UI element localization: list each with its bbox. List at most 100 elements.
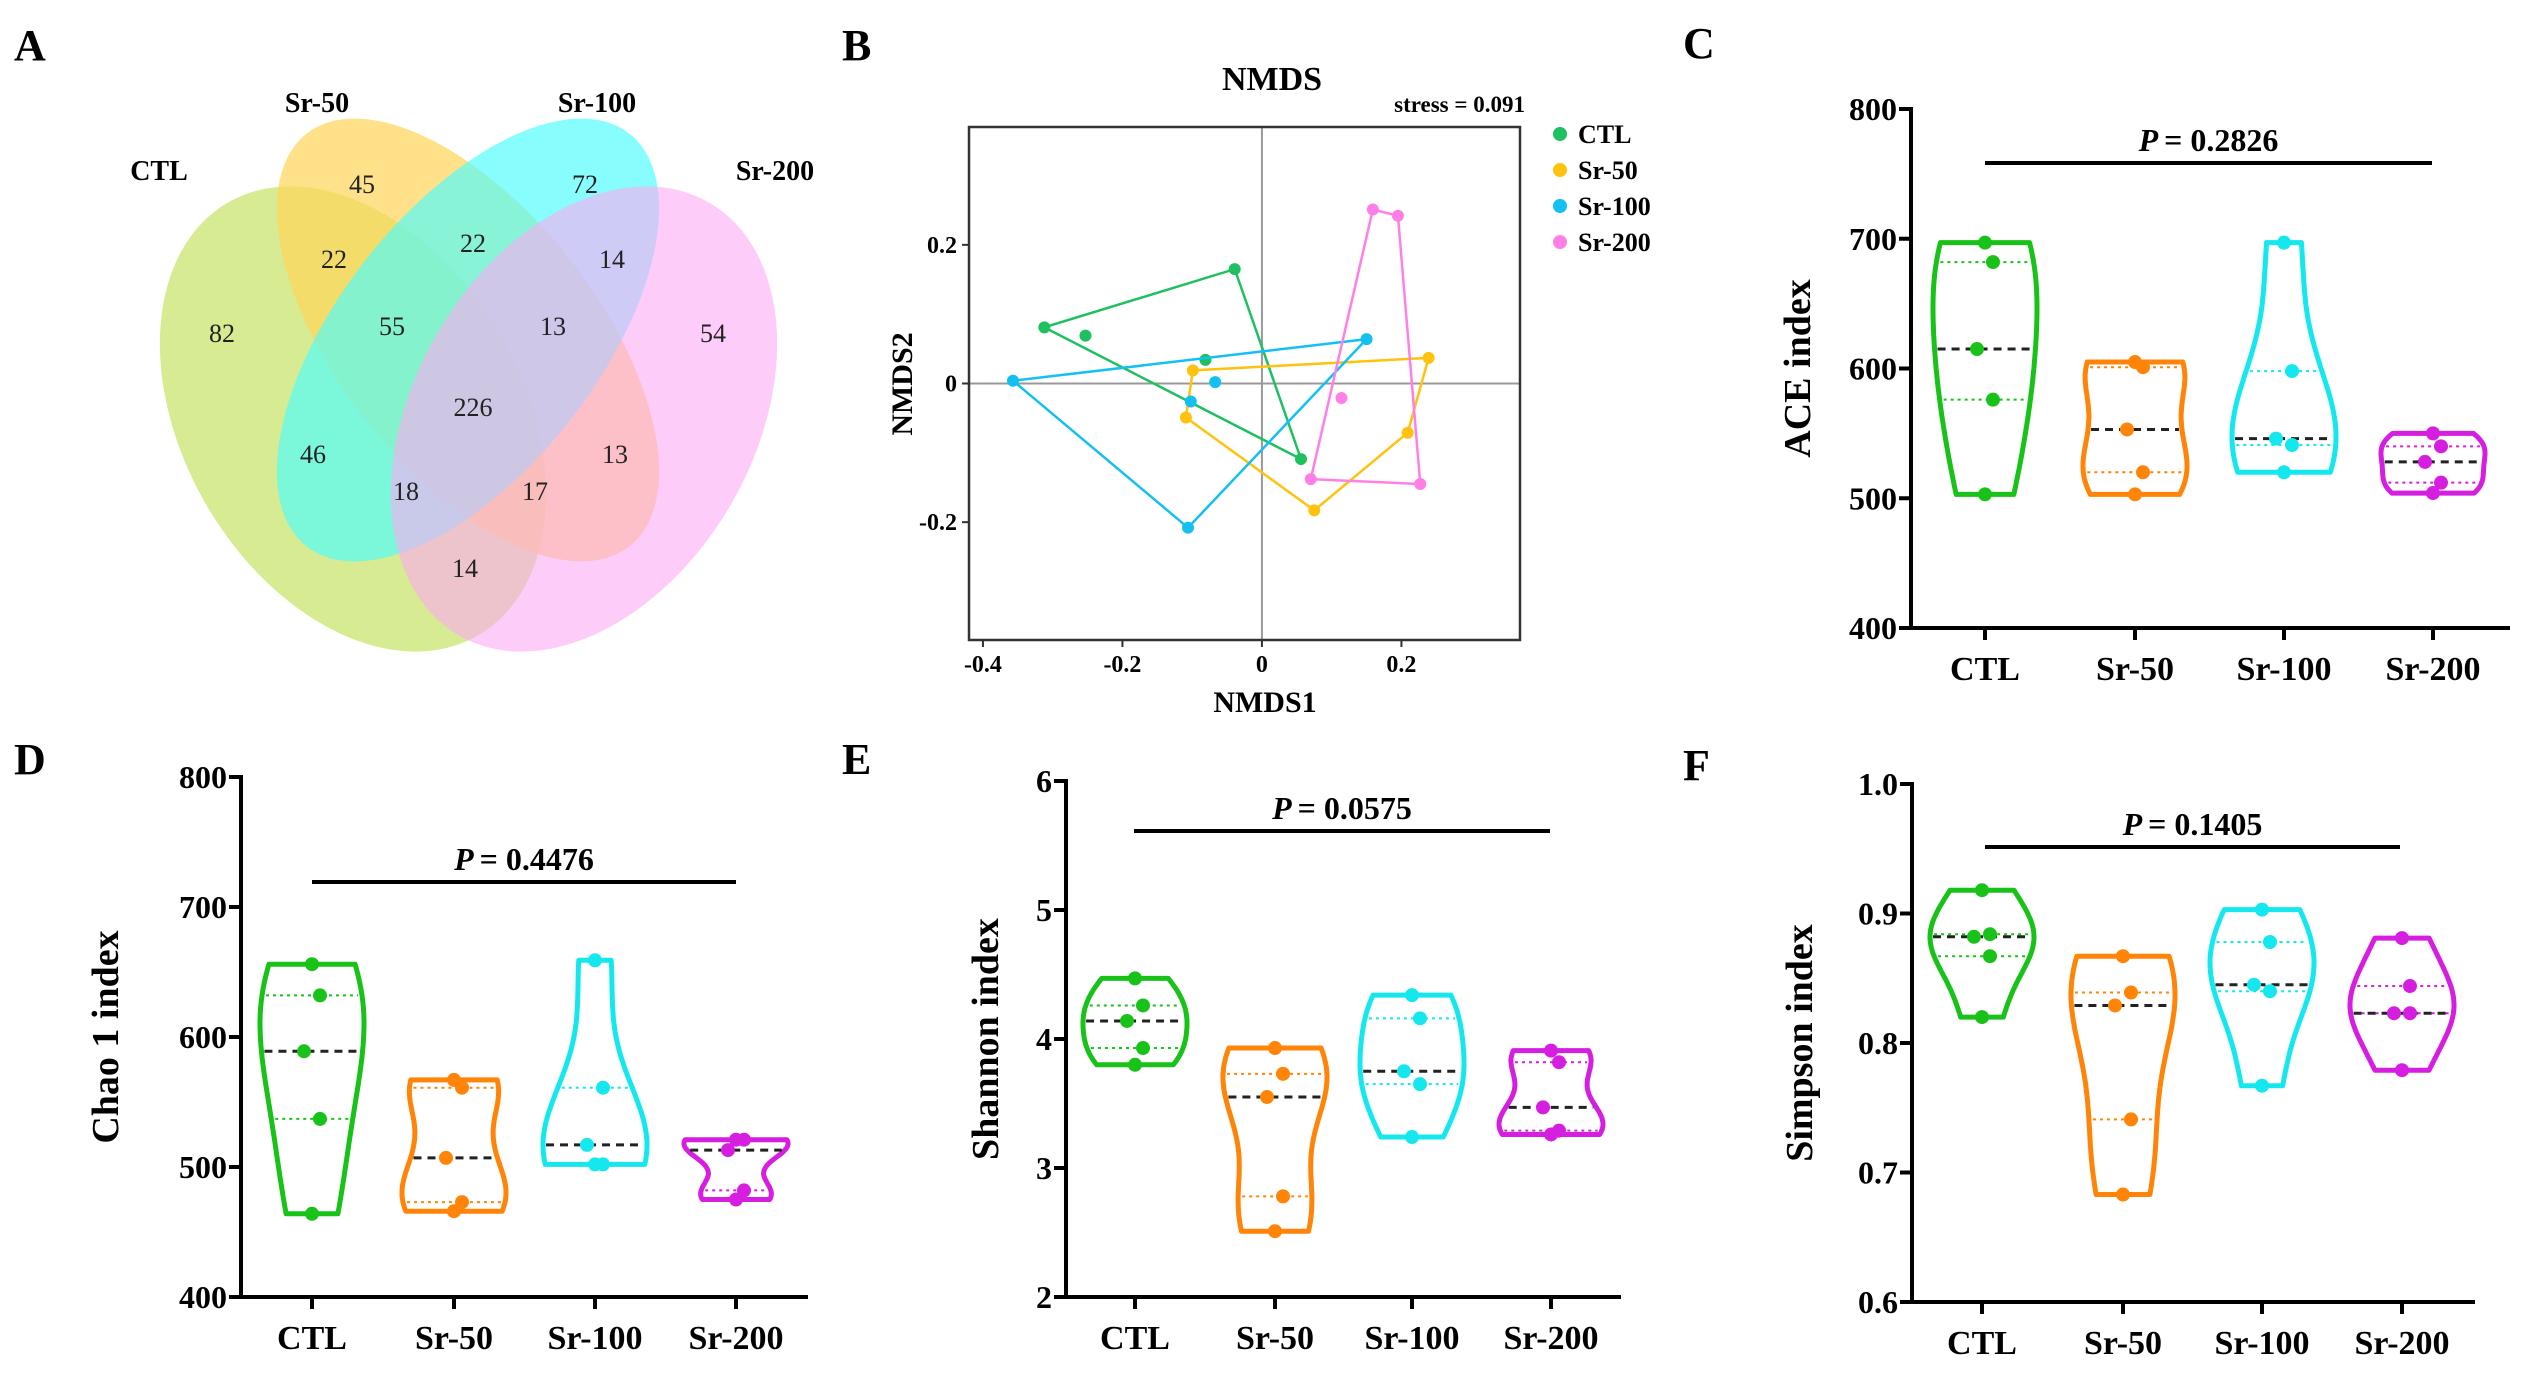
x-tick-label: Sr-200 bbox=[2354, 1325, 2449, 1362]
y-tick-label: 0.8 bbox=[1858, 1025, 1898, 1061]
data-point-sr-200 bbox=[1544, 1043, 1558, 1058]
venn-count: 18 bbox=[393, 477, 419, 506]
y-axis-label: NMDS2 bbox=[886, 332, 919, 435]
y-tick-label: -0.2 bbox=[919, 510, 957, 536]
data-point-ctl bbox=[1970, 342, 1984, 357]
data-point-sr-200 bbox=[2403, 979, 2417, 994]
data-point-sr-100 bbox=[1413, 1011, 1427, 1026]
data-point-sr-100 bbox=[2285, 438, 2299, 453]
data-point-sr-100 bbox=[1405, 988, 1419, 1003]
data-point-sr-200 bbox=[1552, 1055, 1566, 1070]
data-point-sr-200 bbox=[1544, 1127, 1558, 1142]
data-point-sr-100 bbox=[2263, 934, 2277, 949]
data-point-ctl bbox=[1228, 263, 1241, 276]
data-point-sr-200 bbox=[721, 1143, 735, 1158]
violin-ctl bbox=[257, 961, 367, 1217]
data-point-sr-200 bbox=[2403, 1006, 2417, 1021]
data-point-sr-100 bbox=[1405, 1130, 1419, 1145]
y-axis-label: ACE index bbox=[1777, 279, 1819, 457]
venn-count: 22 bbox=[321, 245, 347, 274]
y-tick-label: 400 bbox=[1849, 610, 1897, 646]
nmds-title: NMDS bbox=[1222, 61, 1322, 98]
y-tick-label: 0.9 bbox=[1858, 896, 1898, 932]
p-value-annotation: P = 0.1405 bbox=[2122, 806, 2263, 842]
data-point-sr-50 bbox=[2116, 949, 2130, 964]
data-point-ctl bbox=[305, 1206, 319, 1221]
data-point-sr-100 bbox=[1397, 1064, 1411, 1079]
p-symbol: P bbox=[2138, 122, 2159, 158]
data-point-ctl bbox=[1978, 235, 1992, 250]
x-tick-label: Sr-200 bbox=[1503, 1320, 1598, 1357]
data-point-sr-50 bbox=[1276, 1066, 1290, 1081]
venn-count: 46 bbox=[300, 440, 326, 469]
p-symbol: P bbox=[2122, 806, 2143, 842]
data-point-ctl bbox=[1038, 321, 1051, 334]
x-tick-label: 0.2 bbox=[1386, 652, 1416, 678]
data-point-sr-100 bbox=[1413, 1077, 1427, 1092]
data-point-ctl bbox=[1978, 487, 1992, 502]
venn-count: 54 bbox=[700, 319, 726, 348]
stress-annotation: stress = 0.091 bbox=[1394, 92, 1525, 117]
x-tick-label: Sr-100 bbox=[2236, 651, 2331, 688]
data-point-sr-100 bbox=[588, 1157, 602, 1172]
data-point-sr-50 bbox=[447, 1204, 461, 1219]
panel-letter-b: B bbox=[842, 21, 871, 70]
data-point-sr-100 bbox=[588, 953, 602, 968]
violin-sr-100 bbox=[2207, 907, 2317, 1089]
data-point-ctl bbox=[1986, 392, 2000, 407]
panel-letter-d: D bbox=[14, 735, 46, 784]
data-point-sr-100 bbox=[2255, 902, 2269, 917]
y-tick-label: 0 bbox=[945, 372, 957, 398]
x-tick-label: Sr-100 bbox=[1364, 1320, 1459, 1357]
x-tick-label: -0.2 bbox=[1103, 652, 1141, 678]
nmds-plot: NMDS stress = 0.091 NMDS1 NMDS2 -0.4 -0.2… bbox=[886, 61, 1651, 719]
legend-label: Sr-200 bbox=[1578, 228, 1651, 257]
venn-diagram: CTL Sr-50 Sr-100 Sr-200 82 45 72 54 22 2… bbox=[130, 88, 814, 652]
data-point-sr-50 bbox=[1260, 1090, 1274, 1105]
data-point-ctl bbox=[1128, 971, 1142, 986]
data-point-ctl bbox=[1120, 1013, 1134, 1028]
data-point-sr-200 bbox=[2395, 931, 2409, 946]
x-tick-label: CTL bbox=[277, 1320, 347, 1357]
x-tick-label: Sr-50 bbox=[1236, 1320, 1314, 1357]
panel-letter-f: F bbox=[1683, 741, 1710, 790]
data-point-sr-50 bbox=[455, 1080, 469, 1095]
data-point-sr-50 bbox=[1179, 411, 1192, 424]
violin-ctl bbox=[1927, 887, 2037, 1020]
data-point-ctl bbox=[1975, 1010, 1989, 1025]
data-point-sr-200 bbox=[1366, 203, 1379, 216]
legend-label: CTL bbox=[1578, 120, 1631, 149]
data-point-sr-200 bbox=[2418, 454, 2432, 469]
violin-sr-50 bbox=[1220, 1045, 1330, 1234]
data-point-sr-50 bbox=[1308, 504, 1321, 517]
data-point-sr-200 bbox=[729, 1192, 743, 1207]
x-tick-label: Sr-100 bbox=[547, 1320, 642, 1357]
data-point-sr-200 bbox=[1304, 473, 1317, 486]
p-symbol: P bbox=[1271, 790, 1292, 826]
p-value: = 0.2826 bbox=[2164, 122, 2278, 158]
x-tick-label: Sr-200 bbox=[688, 1320, 783, 1357]
y-tick-label: 600 bbox=[1849, 351, 1897, 387]
data-point-sr-50 bbox=[1186, 364, 1199, 377]
legend-label: Sr-50 bbox=[1578, 156, 1638, 185]
data-point-sr-50 bbox=[2120, 422, 2134, 437]
data-point-ctl bbox=[305, 957, 319, 972]
venn-count: 82 bbox=[209, 319, 235, 348]
venn-count: 13 bbox=[540, 312, 566, 341]
violin-chart-shannon-index: 2 3 4 5 6 Shannon index P = 0.0575 CTL Sr-50 Sr-10… bbox=[965, 763, 1621, 1357]
x-tick-label: -0.4 bbox=[964, 652, 1002, 678]
data-point-ctl bbox=[1986, 255, 2000, 270]
data-point-sr-100 bbox=[2277, 465, 2291, 480]
y-tick-label: 3 bbox=[1036, 1150, 1052, 1186]
data-point-sr-50 bbox=[1268, 1224, 1282, 1239]
y-axis-label: Simpson index bbox=[1779, 924, 1821, 1162]
violin-sr-50 bbox=[2080, 359, 2190, 497]
data-point-sr-200 bbox=[2426, 486, 2440, 501]
venn-label-ctl: CTL bbox=[130, 156, 188, 187]
data-point-ctl bbox=[1967, 929, 1981, 944]
y-tick-label: 400 bbox=[179, 1279, 227, 1315]
data-point-ctl bbox=[1983, 927, 1997, 942]
violin-sr-200 bbox=[1496, 1048, 1606, 1137]
data-point-sr-50 bbox=[1422, 351, 1435, 364]
